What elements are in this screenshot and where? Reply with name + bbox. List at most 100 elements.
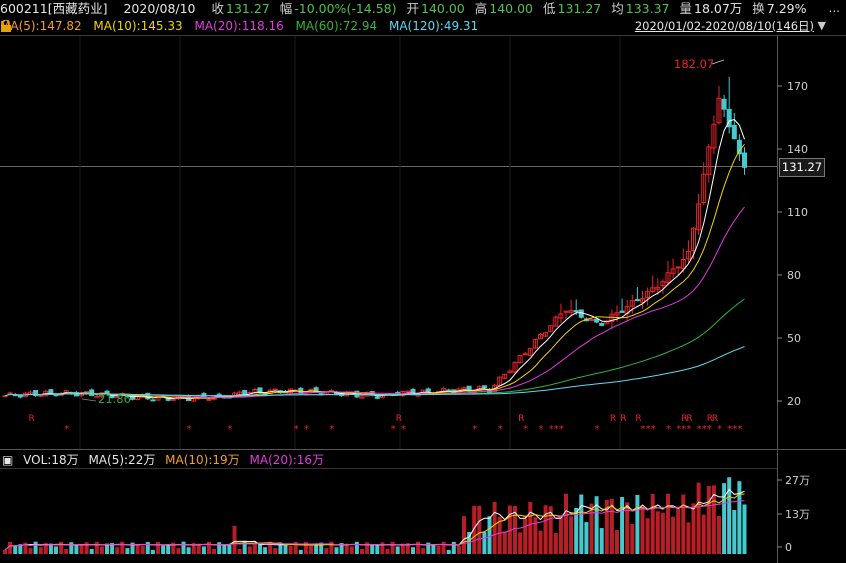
volume-bar <box>186 547 191 554</box>
r-mark: R <box>707 414 713 424</box>
stock-code-name[interactable]: 600211[西藏药业] <box>0 1 108 16</box>
volume-bar <box>411 547 415 554</box>
volume-bar <box>156 541 160 554</box>
candle-body <box>594 318 600 323</box>
volume-bar <box>227 544 232 554</box>
volume-bar <box>339 543 344 554</box>
candles <box>2 76 747 402</box>
volume-bar <box>441 541 446 554</box>
candle-body <box>257 387 263 393</box>
candle-body <box>731 124 737 140</box>
chevron-down-icon[interactable]: ▼ <box>817 19 826 32</box>
volume-bar <box>655 511 660 554</box>
volume-bar <box>217 542 222 554</box>
volume-bar <box>278 542 283 554</box>
volume-bar <box>115 547 120 554</box>
volume-bar <box>8 541 13 554</box>
star-mark: * <box>401 424 406 435</box>
volume-bar <box>722 483 727 554</box>
volume-bar <box>79 544 84 554</box>
volume-bar <box>395 546 400 554</box>
volume-bar <box>309 545 313 554</box>
volume-bar <box>564 493 568 554</box>
ma10-label: MA(10):145.33 <box>93 19 183 33</box>
volume-bar <box>18 544 23 554</box>
volume-bar <box>630 524 635 554</box>
candle-body <box>609 313 615 323</box>
volume-bar <box>247 546 252 554</box>
quote-header: 600211[西藏药业] 2020/08/10 收 131.27 幅 -10.00%… <box>0 0 813 18</box>
ma20-label: MA(20):118.16 <box>194 19 284 33</box>
volume-tick-label: 27万 <box>785 474 810 487</box>
star-mark: * <box>641 424 646 435</box>
volume-bar <box>497 516 502 554</box>
ma60-line <box>4 298 745 397</box>
change-value: -10.00%(-14.58) <box>294 1 397 16</box>
candle-body <box>538 334 543 340</box>
candle-body <box>599 323 605 326</box>
volume-bar <box>319 542 324 554</box>
candle-body <box>522 353 528 356</box>
candle-body <box>634 299 640 302</box>
price-axis: 170 140 110 80 50 20 <box>777 80 808 408</box>
volume-bar <box>140 545 145 554</box>
candle-body <box>481 385 487 389</box>
volume-bar <box>462 516 466 554</box>
ma-legend: MA(5):147.82 MA(10):145.33 MA(20):118.16… <box>0 18 486 34</box>
candle-body <box>568 310 574 313</box>
candle-body <box>507 370 513 374</box>
star-mark: * <box>732 424 737 435</box>
vol-ma20-line <box>4 500 745 551</box>
star-mark: * <box>595 424 600 435</box>
volume-bar <box>426 542 431 554</box>
more-menu-icon[interactable]: ... <box>828 1 840 15</box>
volume-bar <box>650 493 655 554</box>
star-mark: * <box>651 424 656 435</box>
volume-bar <box>686 522 691 554</box>
volume-bar <box>390 541 395 554</box>
volume-bar <box>354 541 359 554</box>
volume-bar <box>477 505 482 554</box>
price-tick-label: 80 <box>787 269 801 282</box>
candle-body <box>589 319 594 322</box>
volume-bar <box>135 544 140 554</box>
star-mark: * <box>472 424 477 435</box>
volume-bar <box>207 541 211 554</box>
volume-bar <box>681 494 686 554</box>
star-mark: * <box>187 424 192 435</box>
volume-bar <box>54 546 58 554</box>
candle-body <box>563 310 569 313</box>
candle-body <box>512 361 518 373</box>
star-mark: * <box>686 424 691 435</box>
signal-marks: * * * * * * * * * * * * * * * * * * * * * * * * * * * * * *R R R R R R RR RR <box>29 414 743 435</box>
volume-bar <box>553 533 558 554</box>
lock-icon[interactable] <box>0 20 12 33</box>
candle-body <box>645 291 651 299</box>
volume-bar <box>110 543 115 554</box>
turnover-value: 7.29% <box>766 1 807 16</box>
star-mark: * <box>681 424 686 435</box>
volume-bar <box>543 505 548 554</box>
volume-bar <box>69 542 74 554</box>
volume-bar <box>609 498 614 554</box>
volume-tick-label: 0 <box>785 541 792 554</box>
candle-body <box>604 320 610 325</box>
date-range[interactable]: 2020/01/02-2020/08/10(146日) <box>634 19 814 33</box>
candle-body <box>619 310 625 313</box>
volume-bar <box>64 549 69 554</box>
candle-body <box>721 98 727 110</box>
candle-body <box>155 395 161 401</box>
volume-bar <box>375 544 380 554</box>
candle-body <box>573 310 579 313</box>
candle-body <box>374 396 380 399</box>
volume-bar <box>283 544 288 554</box>
avg-value: 133.37 <box>625 1 670 16</box>
volume-settings-icon[interactable]: ▣ <box>2 453 14 467</box>
volume-ma-lines <box>4 488 745 551</box>
volume-bar <box>84 542 89 554</box>
quote-date: 2020/08/10 <box>123 1 196 16</box>
candle-body <box>252 388 258 394</box>
candle-body <box>548 325 554 332</box>
price-tick-label: 50 <box>787 332 801 345</box>
